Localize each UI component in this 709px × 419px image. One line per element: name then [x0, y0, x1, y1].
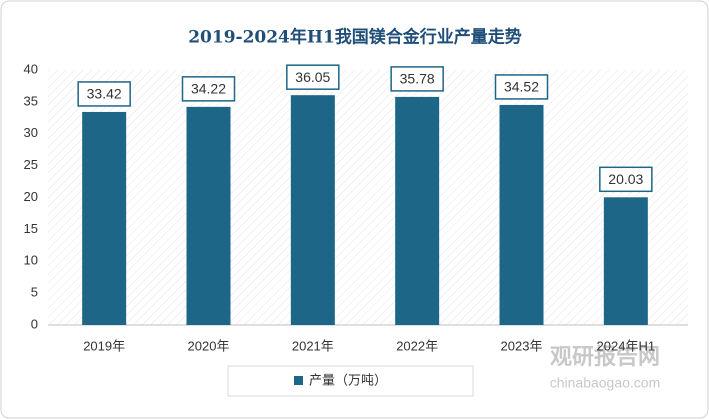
bar	[82, 111, 127, 325]
value-label: 33.42	[87, 86, 122, 102]
x-tick-label: 2021年	[292, 338, 334, 353]
value-label: 34.52	[504, 79, 539, 95]
x-tick-label: 2022年	[396, 338, 438, 353]
y-tick-label: 10	[24, 253, 38, 268]
value-label-box	[77, 81, 131, 107]
y-tick-label: 30	[24, 125, 38, 140]
value-label: 20.03	[608, 171, 643, 187]
y-tick-label: 40	[24, 61, 38, 76]
bar	[290, 95, 335, 326]
legend-label: 产量（万吨）	[309, 372, 387, 387]
value-label-box	[286, 64, 340, 90]
y-tick-label: 15	[24, 221, 38, 236]
value-label-box	[181, 76, 236, 102]
y-tick-label: 0	[31, 316, 38, 331]
watermark-url: chinabaogao.com	[550, 375, 661, 391]
bar	[186, 106, 231, 325]
chart-title: 2019-2024年H1我国镁合金行业产量走势	[188, 27, 522, 48]
bar	[395, 96, 440, 325]
value-label-box	[494, 74, 549, 100]
value-label-box	[390, 66, 444, 92]
y-tick-label: 25	[24, 157, 38, 172]
legend-box	[227, 365, 474, 397]
bar	[603, 197, 648, 325]
y-tick-label: 5	[31, 285, 38, 300]
y-tick-label: 35	[24, 93, 38, 108]
legend-swatch	[294, 376, 303, 385]
bar	[499, 104, 544, 325]
x-tick-label: 2024年H1	[597, 338, 656, 353]
plot-background	[48, 70, 688, 325]
value-label-box	[599, 166, 653, 193]
x-tick-label: 2023年	[501, 338, 543, 353]
value-label: 35.78	[400, 71, 435, 87]
x-tick-label: 2019年	[83, 338, 125, 353]
watermark-name: 观研报告网	[550, 344, 660, 369]
x-tick-label: 2020年	[188, 338, 230, 353]
value-label: 34.22	[191, 81, 226, 97]
value-label: 36.05	[295, 69, 330, 85]
y-tick-label: 20	[24, 189, 38, 204]
